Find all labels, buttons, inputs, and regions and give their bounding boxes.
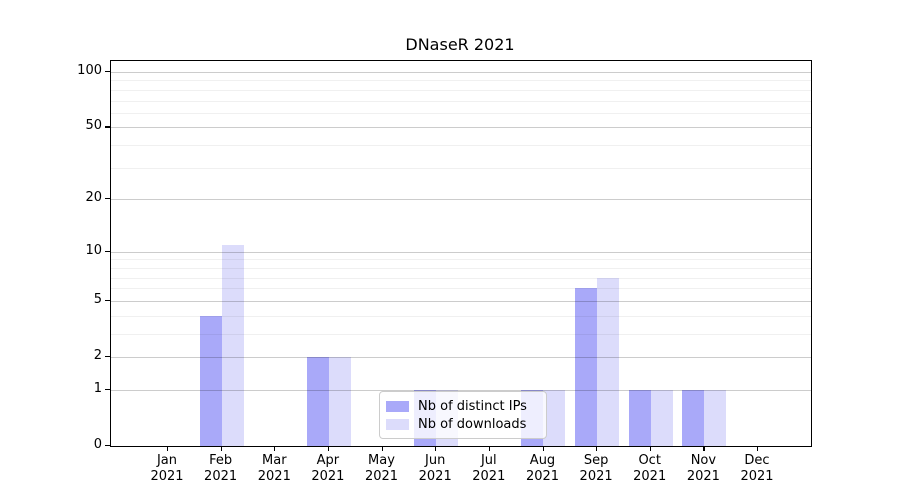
y-tick-label: 10 [85, 242, 102, 258]
y-tick-mark [105, 126, 110, 128]
legend-item-downloads: Nb of downloads [386, 416, 539, 433]
gridline-minor [111, 288, 811, 290]
bar-distinct-ips-feb [199, 315, 222, 446]
legend-label-downloads: Nb of downloads [418, 416, 527, 432]
gridline-minor [111, 100, 811, 102]
bar-downloads-oct [650, 389, 673, 446]
gridline-major [111, 300, 811, 302]
gridline-minor [111, 167, 811, 169]
gridline-minor [111, 333, 811, 335]
bar-downloads-feb [221, 244, 244, 446]
bar-distinct-ips-oct [628, 389, 651, 446]
gridline-minor [111, 112, 811, 114]
x-tick-label: Apr 2021 [311, 453, 345, 484]
y-tick-mark [105, 71, 110, 73]
x-tick-label: Sep 2021 [579, 453, 613, 484]
gridline-minor [111, 80, 811, 82]
legend-swatch-distinct-ips [386, 401, 409, 412]
y-tick-mark [105, 356, 110, 358]
gridline-minor [111, 259, 811, 261]
y-tick-label: 2 [93, 348, 102, 363]
y-tick-label: 1 [93, 380, 102, 396]
y-tick-mark [105, 388, 110, 390]
bar-downloads-nov [704, 389, 727, 446]
bar-downloads-aug [543, 389, 566, 446]
gridline-major [111, 389, 811, 391]
y-tick-label: 50 [85, 118, 102, 134]
x-tick-label: Aug 2021 [525, 453, 560, 484]
x-tick-mark [274, 446, 276, 451]
gridline-major [111, 199, 811, 201]
legend-swatch-downloads [386, 419, 409, 430]
x-tick-label: Mar 2021 [257, 453, 291, 484]
x-tick-mark [435, 446, 437, 451]
legend-label-distinct-ips: Nb of distinct IPs [418, 398, 527, 414]
gridline-major [111, 127, 811, 129]
x-tick-mark [488, 446, 490, 451]
bar-downloads-sep [597, 277, 620, 446]
x-tick-label: Feb 2021 [204, 453, 238, 484]
bar-distinct-ips-nov [682, 389, 705, 446]
legend-item-distinct-ips: Nb of distinct IPs [386, 398, 539, 415]
gridline-major [111, 251, 811, 253]
y-tick-label: 5 [93, 291, 102, 307]
bar-distinct-ips-sep [575, 288, 598, 446]
x-tick-label: Jan 2021 [150, 453, 184, 484]
gridline-minor [111, 315, 811, 317]
x-tick-mark [220, 446, 222, 451]
y-tick-mark [105, 445, 110, 447]
bar-downloads-apr [328, 357, 351, 446]
x-tick-mark [167, 446, 169, 451]
x-tick-label: Nov 2021 [686, 453, 720, 484]
x-tick-mark [542, 446, 544, 451]
gridline-minor [111, 145, 811, 147]
x-tick-mark [596, 446, 598, 451]
x-tick-mark [381, 446, 383, 451]
y-tick-label: 0 [93, 437, 102, 452]
x-tick-label: Jun 2021 [418, 453, 452, 484]
x-tick-label: Jul 2021 [472, 453, 506, 484]
y-tick-mark [105, 198, 110, 200]
gridline-minor [111, 277, 811, 279]
bar-distinct-ips-apr [306, 357, 329, 446]
plot-area: Nb of distinct IPs Nb of downloads [110, 60, 812, 447]
x-tick-label: Dec 2021 [740, 453, 774, 484]
gridline-minor [111, 89, 811, 91]
x-tick-label: Oct 2021 [633, 453, 667, 484]
gridline-minor [111, 267, 811, 269]
gridline-major [111, 72, 811, 73]
y-tick-label: 20 [85, 190, 102, 206]
y-tick-mark [105, 299, 110, 301]
gridline-major [111, 357, 811, 358]
grid-layer [111, 61, 811, 446]
x-tick-mark [757, 446, 759, 451]
y-tick-label: 100 [77, 63, 102, 78]
x-tick-mark [649, 446, 651, 451]
x-tick-label: May 2021 [364, 453, 399, 484]
chart-title: DNaseR 2021 [405, 35, 515, 54]
legend: Nb of distinct IPs Nb of downloads [379, 391, 547, 439]
y-tick-mark [105, 250, 110, 252]
x-tick-mark [327, 446, 330, 451]
x-tick-mark [703, 446, 705, 451]
